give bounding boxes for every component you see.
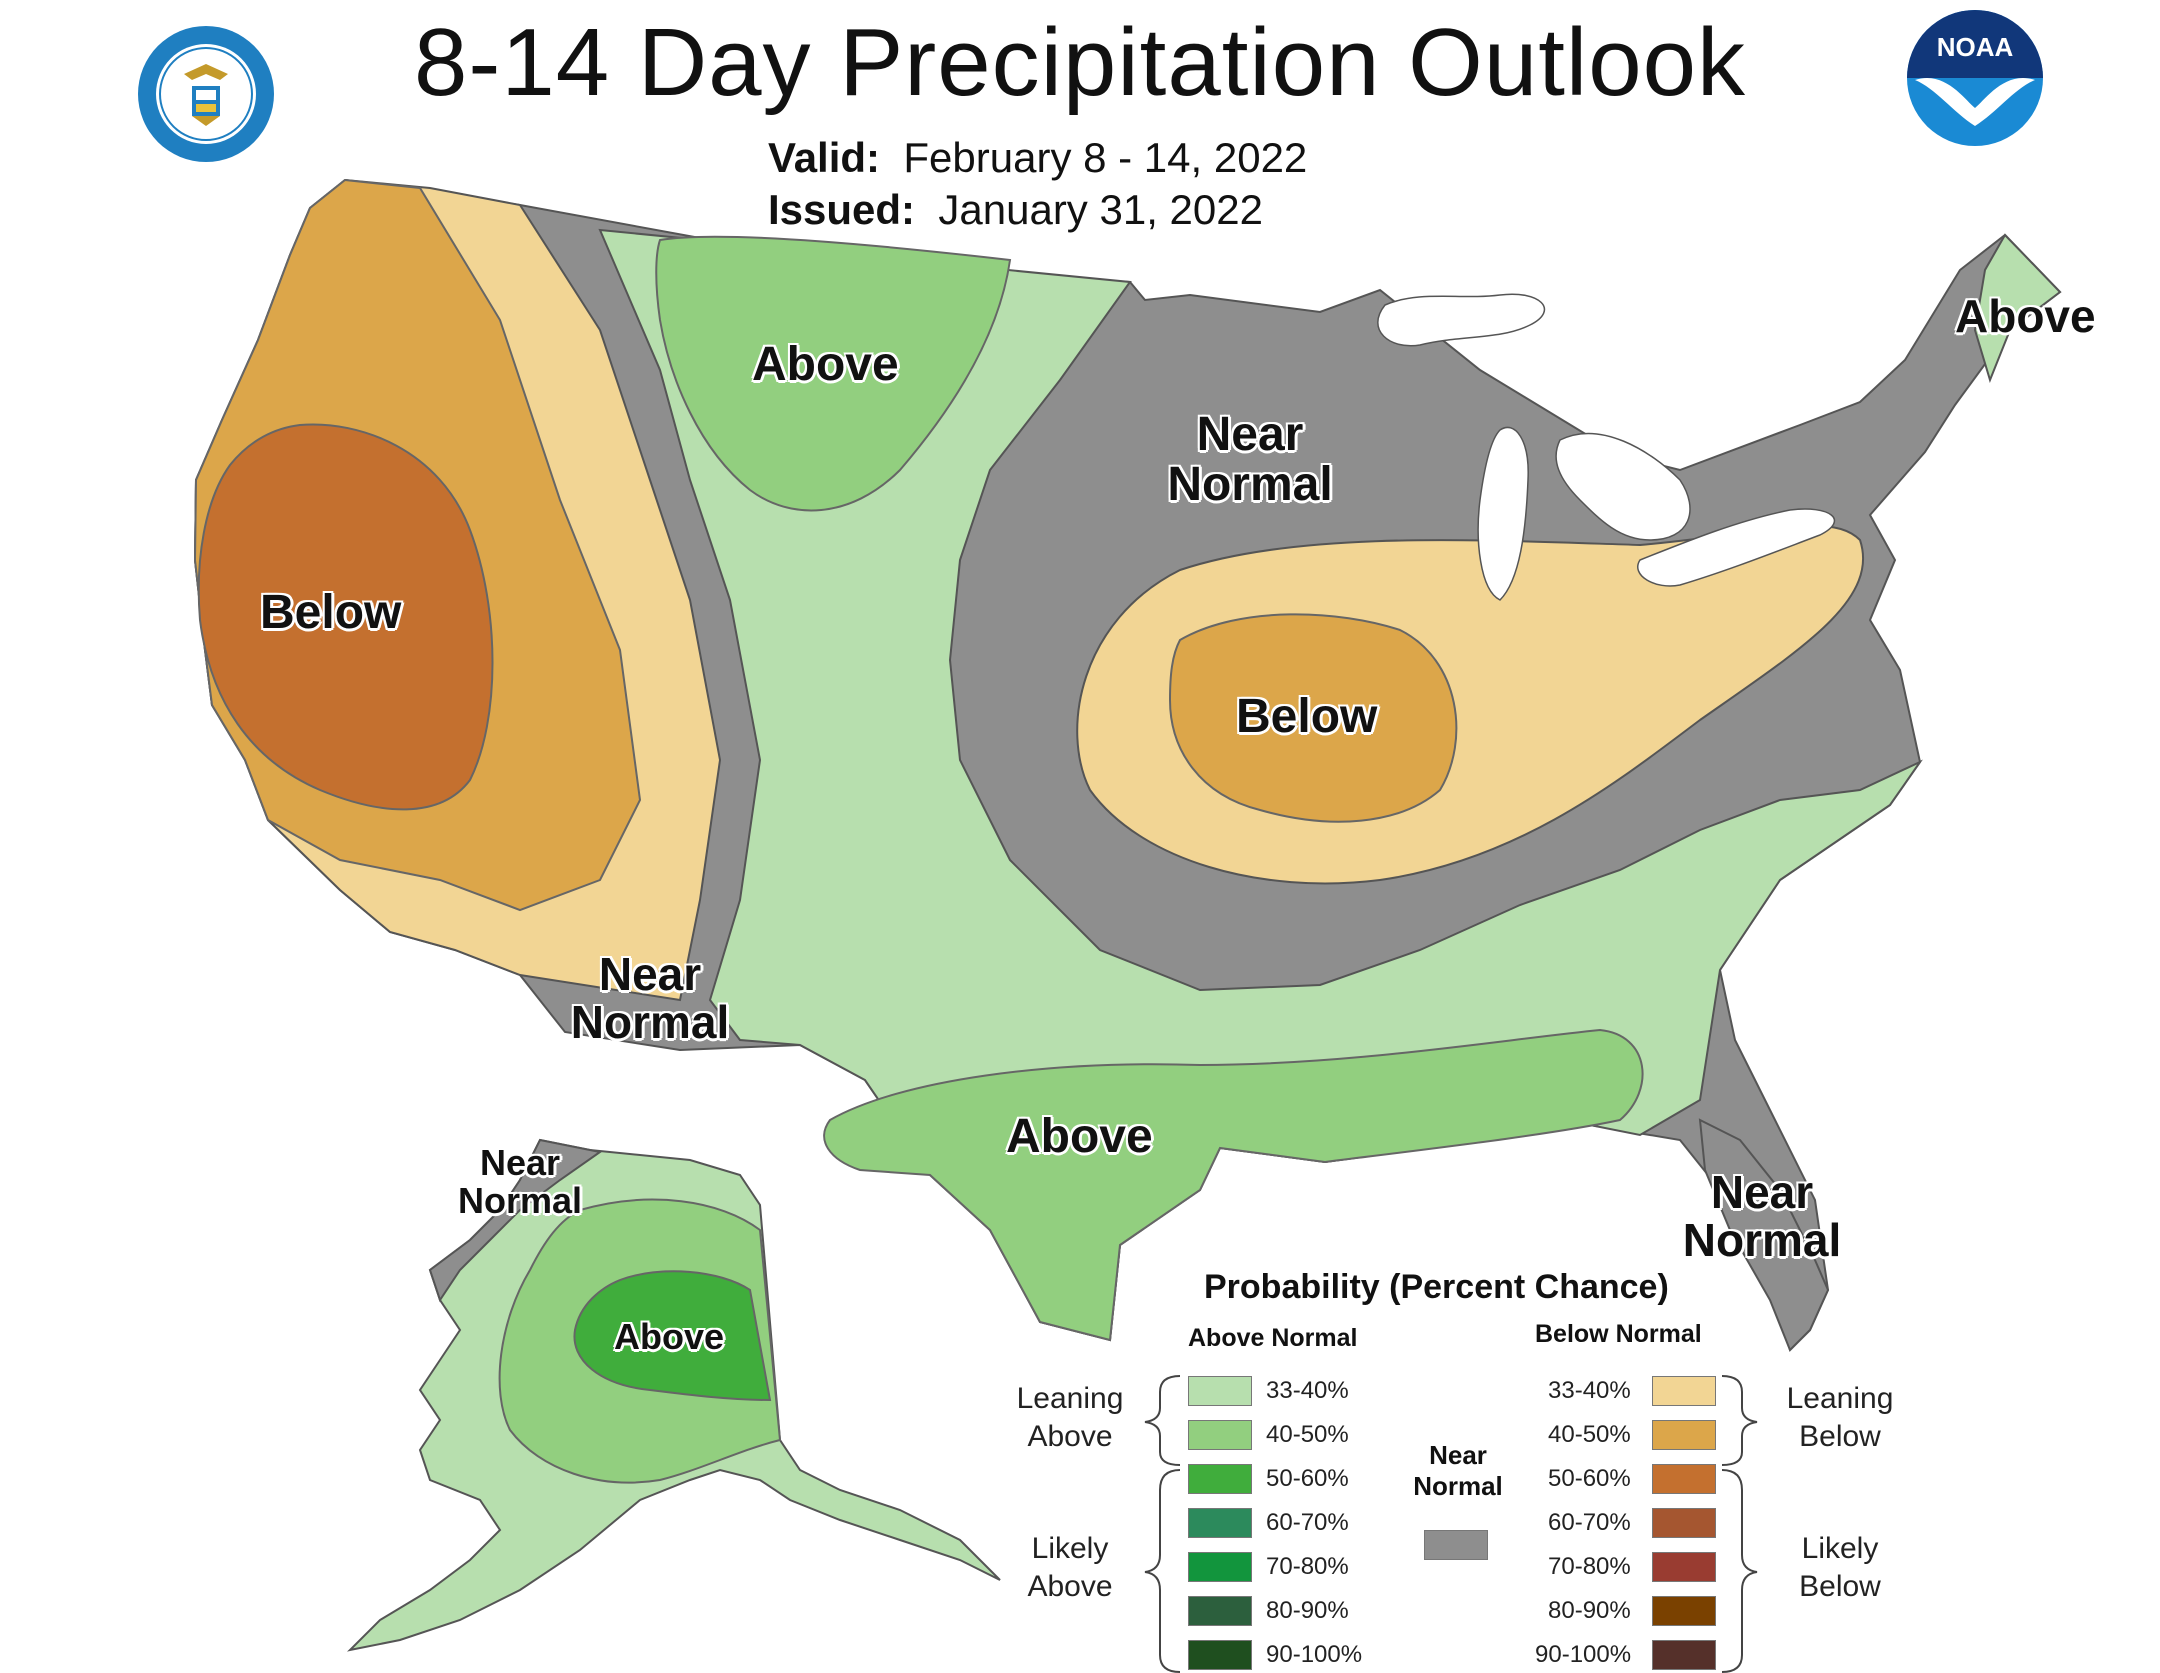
likely-below-text-2: Below: [1799, 1569, 1881, 1603]
legend-near-text: Near: [1429, 1440, 1487, 1470]
above-range-label: 60-70%: [1266, 1509, 1349, 1536]
leaning-above-text-2: Above: [1027, 1419, 1113, 1453]
leaning-below-label: Leaning Below: [1770, 1380, 1910, 1455]
above-range-label: 50-60%: [1266, 1465, 1349, 1492]
swatch-above-70-80: [1188, 1552, 1252, 1582]
swatch-below-60-70: [1652, 1508, 1716, 1538]
likely-above-text-2: Above: [1027, 1569, 1113, 1603]
south-above-region: [823, 1028, 1644, 1342]
issued-line: Issued: January 31, 2022: [768, 186, 1263, 234]
leaning-above-text-1: Leaning: [1016, 1382, 1124, 1415]
southwest-normal-text: Normal: [570, 996, 730, 1049]
alaska-near-normal-region: [428, 1138, 603, 1303]
above-range-label: 33-40%: [1266, 1377, 1349, 1404]
below-range-label: 60-70%: [1548, 1509, 1631, 1536]
north-plains-above-region: [655, 235, 1012, 512]
legend-below-header: Below Normal: [1535, 1320, 1702, 1348]
legend-near-normal-label: Near Normal: [1398, 1440, 1518, 1502]
swatch-above-40-50: [1188, 1420, 1252, 1450]
alaska-above-label: Above: [614, 1316, 725, 1357]
swatch-above-80-90: [1188, 1596, 1252, 1626]
lake-michigan: [1477, 426, 1529, 601]
swatch-near-normal: [1424, 1530, 1488, 1560]
southwest-near-text: Near: [598, 948, 702, 1000]
west-below-50-60-region: [197, 423, 494, 811]
swatch-below-70-80: [1652, 1552, 1716, 1582]
above-range-label: 80-90%: [1266, 1597, 1349, 1624]
alaska-near-text: Near: [479, 1142, 561, 1183]
likely-above-brace: [1144, 1469, 1181, 1673]
commerce-seal-icon: [138, 26, 274, 162]
great-lakes-near-text: Near: [1196, 408, 1304, 461]
florida-near-normal-region: [1698, 1118, 1830, 1352]
noaa-logo-text: NOAA: [1937, 32, 2014, 62]
likely-below-label: Likely Below: [1770, 1530, 1910, 1605]
alaska-near-normal-label: Near Normal: [430, 1144, 610, 1220]
likely-above-label: Likely Above: [1000, 1530, 1140, 1605]
leaning-below-brace: [1721, 1375, 1758, 1466]
leaning-above-brace: [1144, 1375, 1181, 1466]
lake-huron: [1555, 432, 1691, 541]
southwest-near-normal-label: Near Normal: [560, 950, 740, 1047]
texas-above-label: Above: [1006, 1110, 1153, 1163]
swatch-below-40-50: [1652, 1420, 1716, 1450]
leaning-below-text-2: Below: [1799, 1419, 1881, 1453]
great-lakes-near-normal-label: Near Normal: [1160, 408, 1340, 512]
legend-above-header: Above Normal: [1188, 1324, 1358, 1352]
valid-date: February 8 - 14, 2022: [903, 134, 1308, 181]
lake-superior: [1377, 293, 1546, 347]
likely-below-brace: [1721, 1469, 1758, 1673]
alaska-normal-text: Normal: [457, 1179, 583, 1221]
below-range-label: 70-80%: [1548, 1553, 1631, 1580]
swatch-above-50-60: [1188, 1464, 1252, 1494]
below-range-label: 50-60%: [1548, 1465, 1631, 1492]
swatch-above-60-70: [1188, 1508, 1252, 1538]
north-plains-above-label: Above: [752, 338, 899, 391]
below-range-label: 33-40%: [1548, 1377, 1631, 1404]
valid-line: Valid: February 8 - 14, 2022: [768, 134, 1307, 182]
valid-label: Valid:: [768, 134, 881, 181]
above-range-label: 90-100%: [1266, 1641, 1363, 1668]
swatch-below-90-100: [1652, 1640, 1716, 1670]
swatch-above-90-100: [1188, 1640, 1252, 1670]
florida-normal-text: Normal: [1682, 1214, 1842, 1267]
likely-below-text-1: Likely: [1801, 1532, 1879, 1565]
leaning-above-label: Leaning Above: [1000, 1380, 1140, 1455]
west-below-label: Below: [260, 586, 402, 639]
below-range-label: 90-100%: [1535, 1641, 1632, 1668]
page-title: 8-14 Day Precipitation Outlook: [414, 9, 1746, 116]
maine-above-region: [1973, 233, 2062, 384]
issued-date: January 31, 2022: [938, 186, 1263, 233]
swatch-below-80-90: [1652, 1596, 1716, 1626]
above-range-label: 40-50%: [1266, 1421, 1349, 1448]
florida-near-text: Near: [1710, 1166, 1814, 1218]
alaska-above-50-60-region: [573, 1270, 772, 1402]
issued-label: Issued:: [768, 186, 916, 233]
below-range-label: 40-50%: [1548, 1421, 1631, 1448]
lake-erie-ontario: [1637, 508, 1836, 587]
leaning-below-text-1: Leaning: [1786, 1382, 1894, 1415]
below-range-label: 80-90%: [1548, 1597, 1631, 1624]
above-range-label: 70-80%: [1266, 1553, 1349, 1580]
swatch-above-33-40: [1188, 1376, 1252, 1406]
swatch-below-33-40: [1652, 1376, 1716, 1406]
legend-title: Probability (Percent Chance): [1204, 1268, 1669, 1306]
noaa-logo-icon: NOAA: [1907, 10, 2043, 146]
florida-near-normal-label: Near Normal: [1672, 1168, 1852, 1265]
legend-normal-text: Normal: [1413, 1471, 1503, 1502]
likely-above-text-1: Likely: [1031, 1532, 1109, 1565]
midwest-below-40-50-region: [1168, 613, 1458, 823]
swatch-below-50-60: [1652, 1464, 1716, 1494]
maine-above-label: Above: [1955, 290, 2096, 342]
great-lakes-normal-text: Normal: [1167, 458, 1333, 512]
midwest-below-label: Below: [1236, 690, 1378, 743]
